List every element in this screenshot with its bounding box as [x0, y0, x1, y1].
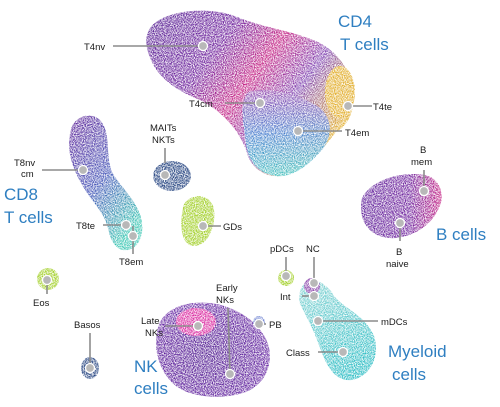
leader-dots — [41, 40, 430, 380]
dot-t4cm — [254, 97, 266, 109]
label-bmem-line2: mem — [411, 157, 432, 168]
label-pdcs: pDCs — [270, 244, 294, 255]
dot-bnaive — [394, 217, 406, 229]
cd8-cluster — [69, 115, 143, 251]
group-myeloid-line1: Myeloid — [388, 342, 447, 361]
label-bnaive-line2: naive — [386, 259, 409, 270]
label-mait-line2: NKTs — [152, 135, 175, 146]
label-late-nk-line2: NKs — [145, 328, 163, 339]
group-myeloid-line2: cells — [392, 365, 426, 384]
dot-bmem — [418, 185, 430, 197]
label-basos: Basos — [74, 320, 101, 331]
dot-t8em — [127, 230, 139, 242]
dot-pdcs — [280, 270, 292, 282]
dot-pb — [253, 318, 265, 330]
dot-int — [308, 290, 320, 302]
dot-t4te — [342, 100, 354, 112]
dot-class — [337, 346, 349, 358]
label-nc: NC — [306, 244, 320, 255]
label-t4nv: T4nv — [84, 42, 105, 53]
label-t4cm: T4cm — [189, 99, 213, 110]
cluster-labels: T4nv T4cm T4te T4em T8nv cm MAITs NKTs T… — [14, 42, 432, 359]
label-late-nk-line1: Late — [141, 316, 160, 327]
dot-t8te — [120, 219, 132, 231]
label-t4te: T4te — [373, 102, 392, 113]
leader-early-nk — [227, 307, 231, 375]
group-labels: CD4 T cells CD8 T cells B cells NK cells… — [4, 12, 486, 398]
dot-eos — [41, 274, 53, 286]
label-t8te: T8te — [76, 221, 95, 232]
group-cd4-line1: CD4 — [338, 12, 372, 31]
group-cd8-line1: CD8 — [4, 185, 38, 204]
mait-cluster — [153, 161, 191, 191]
label-mait-line1: MAITs — [150, 123, 177, 134]
label-t8em: T8em — [119, 257, 143, 268]
group-b: B cells — [436, 225, 486, 244]
dot-gds — [197, 220, 209, 232]
dot-early-nk — [224, 368, 236, 380]
label-bmem-line1: B — [420, 145, 426, 156]
label-class: Class — [286, 348, 310, 359]
dot-t4nv — [197, 40, 209, 52]
label-t8nv-line1: T8nv — [14, 158, 35, 169]
label-int: Int — [280, 292, 291, 303]
group-nk-line2: cells — [134, 379, 168, 398]
dot-nc — [308, 277, 320, 289]
label-t4em: T4em — [345, 128, 369, 139]
dot-mdcs — [312, 315, 324, 327]
label-bnaive-line1: B — [396, 247, 402, 258]
label-pb: PB — [269, 320, 282, 331]
cd4-effector-region — [242, 89, 330, 177]
label-gds: GDs — [223, 222, 242, 233]
b-cell-cluster — [360, 174, 442, 239]
dot-basos — [84, 362, 96, 374]
gd-cluster — [181, 196, 215, 246]
group-nk-line1: NK — [134, 357, 158, 376]
dot-t4em — [292, 125, 304, 137]
dot-mait — [159, 169, 171, 181]
myeloid-cluster — [299, 280, 376, 381]
label-mdcs: mDCs — [381, 317, 408, 328]
label-eos: Eos — [33, 298, 50, 309]
label-early-nk-line2: NKs — [216, 295, 234, 306]
label-t8nv-line2: cm — [21, 169, 34, 180]
dot-t8nv — [77, 164, 89, 176]
label-early-nk-line1: Early — [216, 283, 238, 294]
group-cd4-line2: T cells — [340, 35, 389, 54]
dot-late-nk — [192, 320, 204, 332]
group-cd8-line2: T cells — [4, 208, 53, 227]
